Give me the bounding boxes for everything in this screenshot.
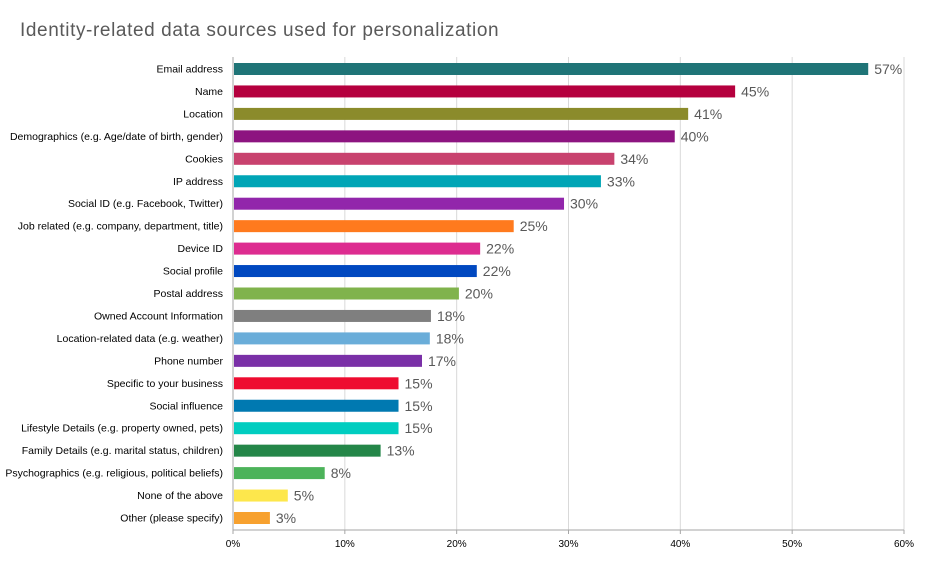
bar — [234, 63, 869, 75]
category-label: Family Details (e.g. marital status, chi… — [22, 445, 223, 457]
value-label: 15% — [405, 420, 433, 436]
value-label: 13% — [387, 443, 415, 459]
bar — [234, 354, 422, 367]
bar — [234, 107, 689, 120]
category-label: Phone number — [154, 355, 223, 367]
value-label: 15% — [405, 375, 433, 391]
category-label: Location-related data (e.g. weather) — [57, 333, 223, 345]
category-label: Social profile — [163, 266, 223, 278]
category-label: Name — [195, 86, 223, 98]
category-label: Specific to your business — [107, 378, 223, 390]
value-label: 3% — [276, 510, 296, 526]
value-label: 22% — [483, 263, 511, 279]
value-label: 57% — [874, 61, 902, 77]
x-tick-label: 40% — [670, 539, 690, 550]
value-labels: 57%45%41%40%34%33%30%25%22%22%20%18%18%1… — [276, 61, 902, 526]
bar — [234, 287, 459, 300]
category-label: Social influence — [149, 400, 223, 412]
x-tick-label: 20% — [447, 539, 467, 550]
value-label: 17% — [428, 353, 456, 369]
bar — [234, 512, 270, 524]
value-label: 22% — [486, 241, 514, 257]
category-labels: Email address Name Location Demographics (e… — [5, 64, 223, 525]
x-axis: 0% 10% 20% 30% 40% 50% 60% — [226, 57, 914, 550]
bar — [234, 242, 481, 255]
category-label: Job related (e.g. company, department, t… — [18, 221, 223, 233]
value-label: 41% — [694, 106, 722, 122]
value-label: 40% — [681, 128, 709, 144]
value-label: 20% — [465, 286, 493, 302]
category-label: Demographics (e.g. Age/date of birth, ge… — [10, 131, 223, 143]
bar — [234, 197, 565, 210]
bar — [234, 175, 601, 188]
category-label: None of the above — [137, 490, 223, 502]
bar — [234, 467, 325, 480]
bar — [234, 220, 514, 233]
category-label: IP address — [173, 176, 223, 188]
x-tick-label: 0% — [226, 539, 241, 550]
value-label: 45% — [741, 83, 769, 99]
x-tick-label: 60% — [894, 539, 914, 550]
value-label: 18% — [437, 308, 465, 324]
bar — [234, 152, 615, 165]
category-label: Owned Account Information — [94, 310, 223, 322]
category-label: Cookies — [185, 153, 223, 165]
bar — [234, 399, 399, 412]
x-tick-label: 30% — [558, 539, 578, 550]
bar — [234, 265, 477, 278]
bars — [234, 63, 869, 524]
bar — [234, 489, 288, 502]
bar — [234, 422, 399, 435]
value-label: 25% — [520, 218, 548, 234]
category-label: Lifestyle Details (e.g. property owned, … — [21, 423, 223, 435]
bar — [234, 332, 430, 345]
bar — [234, 130, 675, 143]
x-tick-label: 50% — [782, 539, 802, 550]
category-label: Psychographics (e.g. religious, politica… — [5, 468, 223, 480]
value-label: 15% — [405, 398, 433, 414]
category-label: Location — [183, 108, 223, 120]
bar — [234, 309, 431, 322]
value-label: 34% — [620, 151, 648, 167]
category-label: Device ID — [177, 243, 223, 255]
value-label: 30% — [570, 196, 598, 212]
value-label: 33% — [607, 173, 635, 189]
x-tick-label: 10% — [335, 539, 355, 550]
bar — [234, 377, 399, 390]
value-label: 8% — [331, 465, 351, 481]
bar — [234, 85, 736, 98]
category-label: Postal address — [154, 288, 223, 300]
chart-title: Identity-related data sources used for p… — [20, 20, 500, 41]
category-label: Social ID (e.g. Facebook, Twitter) — [68, 198, 223, 210]
bar — [234, 444, 381, 457]
value-label: 5% — [294, 488, 314, 504]
category-label: Email address — [156, 64, 223, 76]
category-label: Other (please specify) — [120, 513, 223, 525]
value-label: 18% — [436, 330, 464, 346]
